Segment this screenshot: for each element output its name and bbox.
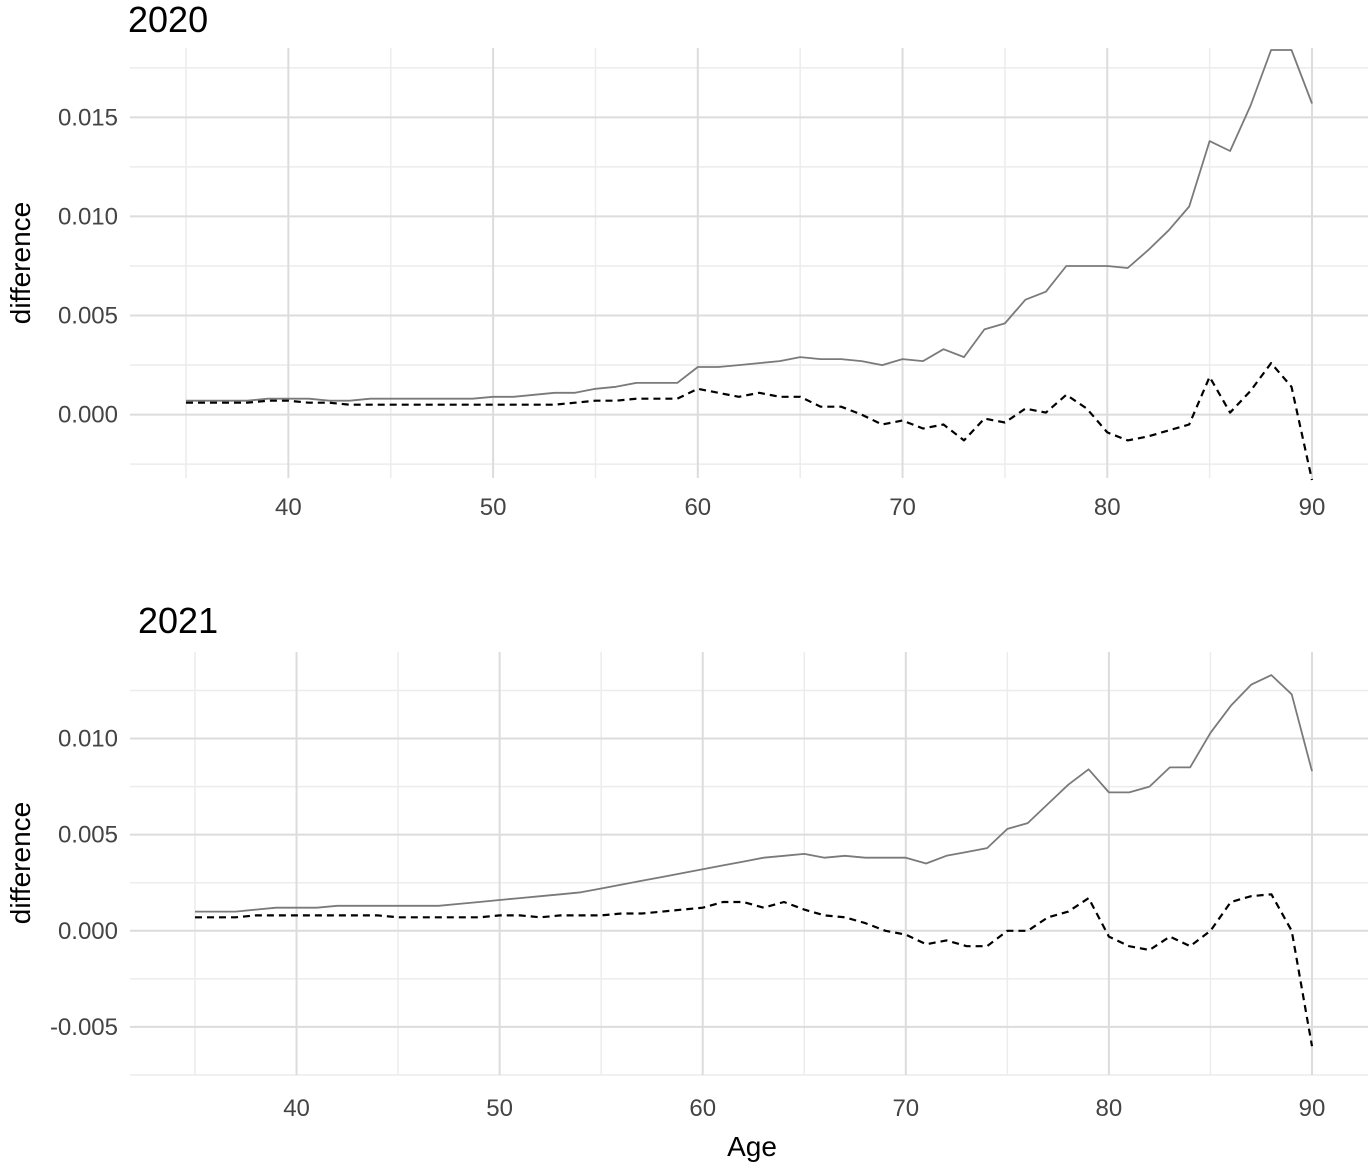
x-tick-label: 90 (1299, 494, 1326, 521)
series-line-dashed (195, 893, 1314, 1047)
y-tick-label: -0.005 (50, 1014, 118, 1041)
panel-2020: 2020 difference 40 50 60 70 80 90 0.000 0.005 0.… (5, 0, 1368, 521)
x-tick-label: 50 (480, 494, 507, 521)
y-tick-label: 0.005 (58, 822, 118, 849)
series-line-dashed (186, 362, 1314, 481)
x-tick-label: 40 (283, 1095, 310, 1122)
x-tick-label: 80 (1096, 1095, 1123, 1122)
y-axis-title: difference (5, 202, 36, 324)
x-tick-label: 60 (689, 1095, 716, 1122)
x-tick-label: 70 (892, 1095, 919, 1122)
y-tick-label: 0.005 (58, 303, 118, 330)
series-line-solid (195, 674, 1313, 913)
series-line-solid (186, 49, 1313, 402)
y-tick-label: 0.010 (58, 203, 118, 230)
x-tick-label: 80 (1094, 494, 1121, 521)
grid (130, 48, 1368, 478)
x-axis-title: Age (727, 1131, 777, 1162)
y-axis-title: difference (5, 802, 36, 924)
panel-2021: 2021 difference Age 40 50 60 70 80 90 -0.005 0.… (5, 600, 1368, 1162)
panel-title: 2020 (128, 0, 208, 40)
y-tick-label: 0.000 (58, 918, 118, 945)
y-tick-label: 0.015 (58, 104, 118, 131)
grid (130, 652, 1368, 1076)
x-tick-label: 70 (889, 494, 916, 521)
y-tick-label: 0.010 (58, 726, 118, 753)
y-tick-label: 0.000 (58, 402, 118, 429)
x-tick-label: 60 (684, 494, 711, 521)
x-tick-label: 50 (486, 1095, 513, 1122)
x-tick-label: 90 (1299, 1095, 1326, 1122)
x-tick-label: 40 (275, 494, 302, 521)
panel-title: 2021 (138, 600, 218, 641)
